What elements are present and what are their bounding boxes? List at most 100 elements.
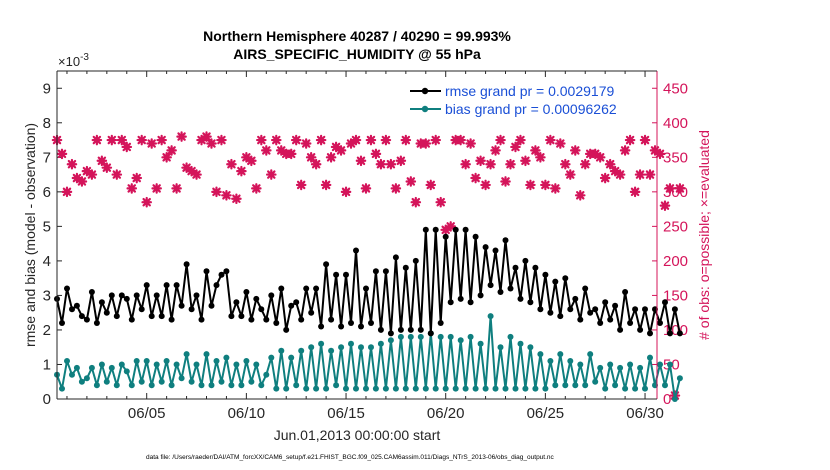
y-tick-label-left: 8 <box>43 115 51 132</box>
obs-evaluated-marker <box>654 148 666 160</box>
rmse-point <box>507 285 514 292</box>
y-axis-label-left: rmse and bias (model - observation) <box>22 123 38 347</box>
obs-evaluated-marker <box>221 189 232 201</box>
obs-evaluated-marker <box>191 169 202 180</box>
obs-evaluated-marker <box>81 165 93 177</box>
rmse-point <box>671 306 678 313</box>
obs-evaluated-marker <box>76 176 88 187</box>
rmse-point <box>517 295 524 302</box>
bias-point <box>577 361 584 368</box>
obs-evaluated-marker <box>604 158 616 170</box>
bias-point <box>243 358 250 364</box>
obs-evaluated-marker <box>619 145 631 156</box>
obs-marker-star <box>241 152 252 163</box>
rmse-point <box>397 326 404 333</box>
obs-marker-star <box>520 155 531 167</box>
obs-marker-star <box>106 134 118 146</box>
rmse-point <box>338 323 345 330</box>
rmse-point <box>477 292 484 299</box>
rmse-point <box>133 292 140 299</box>
bias-point <box>522 385 529 392</box>
obs-marker-star <box>435 196 447 208</box>
obs-marker-star <box>355 155 367 167</box>
rmse-point <box>303 285 310 292</box>
obs-evaluated-marker <box>564 169 576 180</box>
obs-evaluated-marker <box>410 196 422 208</box>
chart-title-line2: AIRS_SPECIFIC_HUMIDITY @ 55 hPa <box>233 46 481 62</box>
obs-evaluated-marker <box>141 196 153 208</box>
rmse-point <box>557 313 564 320</box>
obs-marker-star <box>455 134 466 146</box>
bias-point <box>348 340 354 347</box>
x-tick-label: 06/20 <box>427 405 465 422</box>
obs-marker-star <box>186 165 197 177</box>
bias-point <box>417 333 424 340</box>
obs-marker-star <box>674 183 686 194</box>
rmse-point <box>532 264 539 271</box>
obs-marker-star <box>86 169 98 180</box>
obs-marker-star <box>275 145 287 156</box>
rmse-point <box>208 302 215 309</box>
obs-marker-star <box>221 189 232 201</box>
obs-marker-star <box>430 134 442 146</box>
obs-evaluated-marker <box>609 165 621 177</box>
obs-marker-star <box>634 169 646 180</box>
rmse-point <box>123 295 130 302</box>
obs-evaluated-marker <box>639 134 651 146</box>
obs-evaluated-marker <box>251 183 262 194</box>
bias-point <box>407 333 414 340</box>
rmse-point <box>582 285 589 292</box>
bias-point <box>432 385 439 392</box>
obs-marker-star <box>171 183 182 194</box>
y-tick-label-left: 2 <box>43 322 51 339</box>
obs-marker-star <box>126 183 138 194</box>
obs-marker-star <box>191 169 202 180</box>
obs-marker-star <box>624 134 636 146</box>
obs-marker-star <box>360 183 372 194</box>
bias-point <box>293 382 300 389</box>
obs-marker-star <box>81 165 93 177</box>
obs-marker-star <box>161 152 172 163</box>
obs-evaluated-marker <box>256 134 267 146</box>
obs-marker-star <box>550 183 561 194</box>
rmse-point <box>213 282 220 289</box>
obs-evaluated-marker <box>285 148 297 160</box>
obs-marker-star <box>101 162 113 173</box>
obs-evaluated-marker <box>435 196 447 208</box>
obs-evaluated-marker <box>131 172 143 184</box>
rmse-point <box>487 282 494 289</box>
bias-point <box>617 364 624 371</box>
obs-marker-star <box>475 155 486 167</box>
rmse-point <box>173 282 180 289</box>
obs-evaluated-marker <box>375 158 387 170</box>
rmse-point <box>183 261 190 268</box>
y-tick-label-right: 250 <box>663 218 688 235</box>
bias-point <box>78 378 85 385</box>
bias-point <box>353 385 359 392</box>
rmse-point <box>353 247 359 254</box>
rmse-point <box>233 299 240 306</box>
obs-evaluated-marker <box>136 134 148 146</box>
rmse-point <box>442 233 449 240</box>
rmse-point <box>567 306 574 313</box>
obs-marker-star <box>410 196 422 208</box>
x-tick-label: 06/30 <box>626 405 664 422</box>
obs-evaluated-marker <box>495 134 506 146</box>
bias-point <box>238 382 245 389</box>
bias-point <box>278 347 285 354</box>
rmse-point <box>412 257 419 264</box>
rmse-point <box>248 316 255 323</box>
rmse-point <box>537 306 544 313</box>
rmse-point <box>427 330 434 337</box>
bias-point <box>213 358 220 364</box>
rmse-point <box>218 271 225 278</box>
bias-point <box>647 354 653 361</box>
obs-evaluated-marker <box>201 131 212 142</box>
obs-marker-star <box>445 221 456 232</box>
bias-point <box>303 385 310 392</box>
plot-area <box>57 71 657 399</box>
obs-evaluated-marker <box>330 141 342 153</box>
obs-marker-star <box>226 158 237 170</box>
obs-evaluated-marker <box>116 134 128 146</box>
